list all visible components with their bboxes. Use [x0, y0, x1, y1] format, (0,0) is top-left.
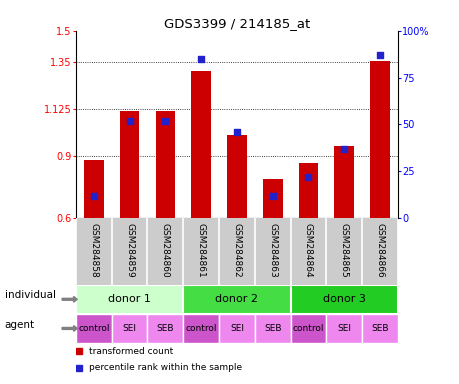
Text: agent: agent — [5, 319, 34, 329]
Text: GSM284860: GSM284860 — [161, 223, 169, 278]
Text: control: control — [292, 324, 324, 333]
Bar — [227, 135, 246, 218]
Text: GSM284863: GSM284863 — [268, 223, 277, 278]
Bar — [218, 314, 254, 343]
Point — [375, 52, 383, 58]
Text: transformed count: transformed count — [89, 347, 173, 356]
Bar — [262, 179, 282, 218]
Text: control: control — [78, 324, 109, 333]
Text: SEB: SEB — [156, 324, 174, 333]
Text: GSM284864: GSM284864 — [303, 223, 312, 278]
Bar — [361, 314, 397, 343]
Bar — [325, 314, 361, 343]
Text: GSM284861: GSM284861 — [196, 223, 205, 278]
Text: donor 3: donor 3 — [322, 294, 365, 304]
Point — [197, 56, 204, 62]
Bar — [147, 314, 183, 343]
Bar — [112, 314, 147, 343]
Text: SEI: SEI — [122, 324, 136, 333]
Text: SEI: SEI — [230, 324, 243, 333]
Text: GSM284859: GSM284859 — [125, 223, 134, 278]
Text: donor 2: donor 2 — [215, 294, 258, 304]
Point — [126, 118, 133, 124]
Bar — [369, 61, 389, 218]
Bar — [84, 160, 103, 218]
Text: donor 1: donor 1 — [108, 294, 151, 304]
Point — [233, 129, 240, 135]
Bar — [290, 285, 397, 314]
Text: control: control — [185, 324, 216, 333]
Bar — [290, 314, 325, 343]
Bar — [76, 285, 183, 314]
Text: percentile rank within the sample: percentile rank within the sample — [89, 364, 241, 372]
Text: individual: individual — [5, 290, 56, 300]
Point — [269, 192, 276, 199]
Point — [304, 174, 312, 180]
Bar — [183, 285, 290, 314]
Point — [161, 118, 168, 124]
Point — [90, 192, 97, 199]
Text: GSM284865: GSM284865 — [339, 223, 348, 278]
Bar — [183, 314, 218, 343]
Bar — [298, 163, 318, 218]
Bar — [155, 111, 175, 218]
Text: GSM284862: GSM284862 — [232, 223, 241, 278]
Title: GDS3399 / 214185_at: GDS3399 / 214185_at — [163, 17, 309, 30]
Bar — [254, 314, 290, 343]
Point — [340, 146, 347, 152]
Bar — [334, 146, 353, 218]
Bar — [191, 71, 211, 218]
Bar — [119, 111, 139, 218]
Bar — [76, 314, 112, 343]
Text: SEI: SEI — [336, 324, 351, 333]
Text: GSM284866: GSM284866 — [375, 223, 384, 278]
Text: GSM284858: GSM284858 — [89, 223, 98, 278]
Text: SEB: SEB — [263, 324, 281, 333]
Text: SEB: SEB — [370, 324, 388, 333]
